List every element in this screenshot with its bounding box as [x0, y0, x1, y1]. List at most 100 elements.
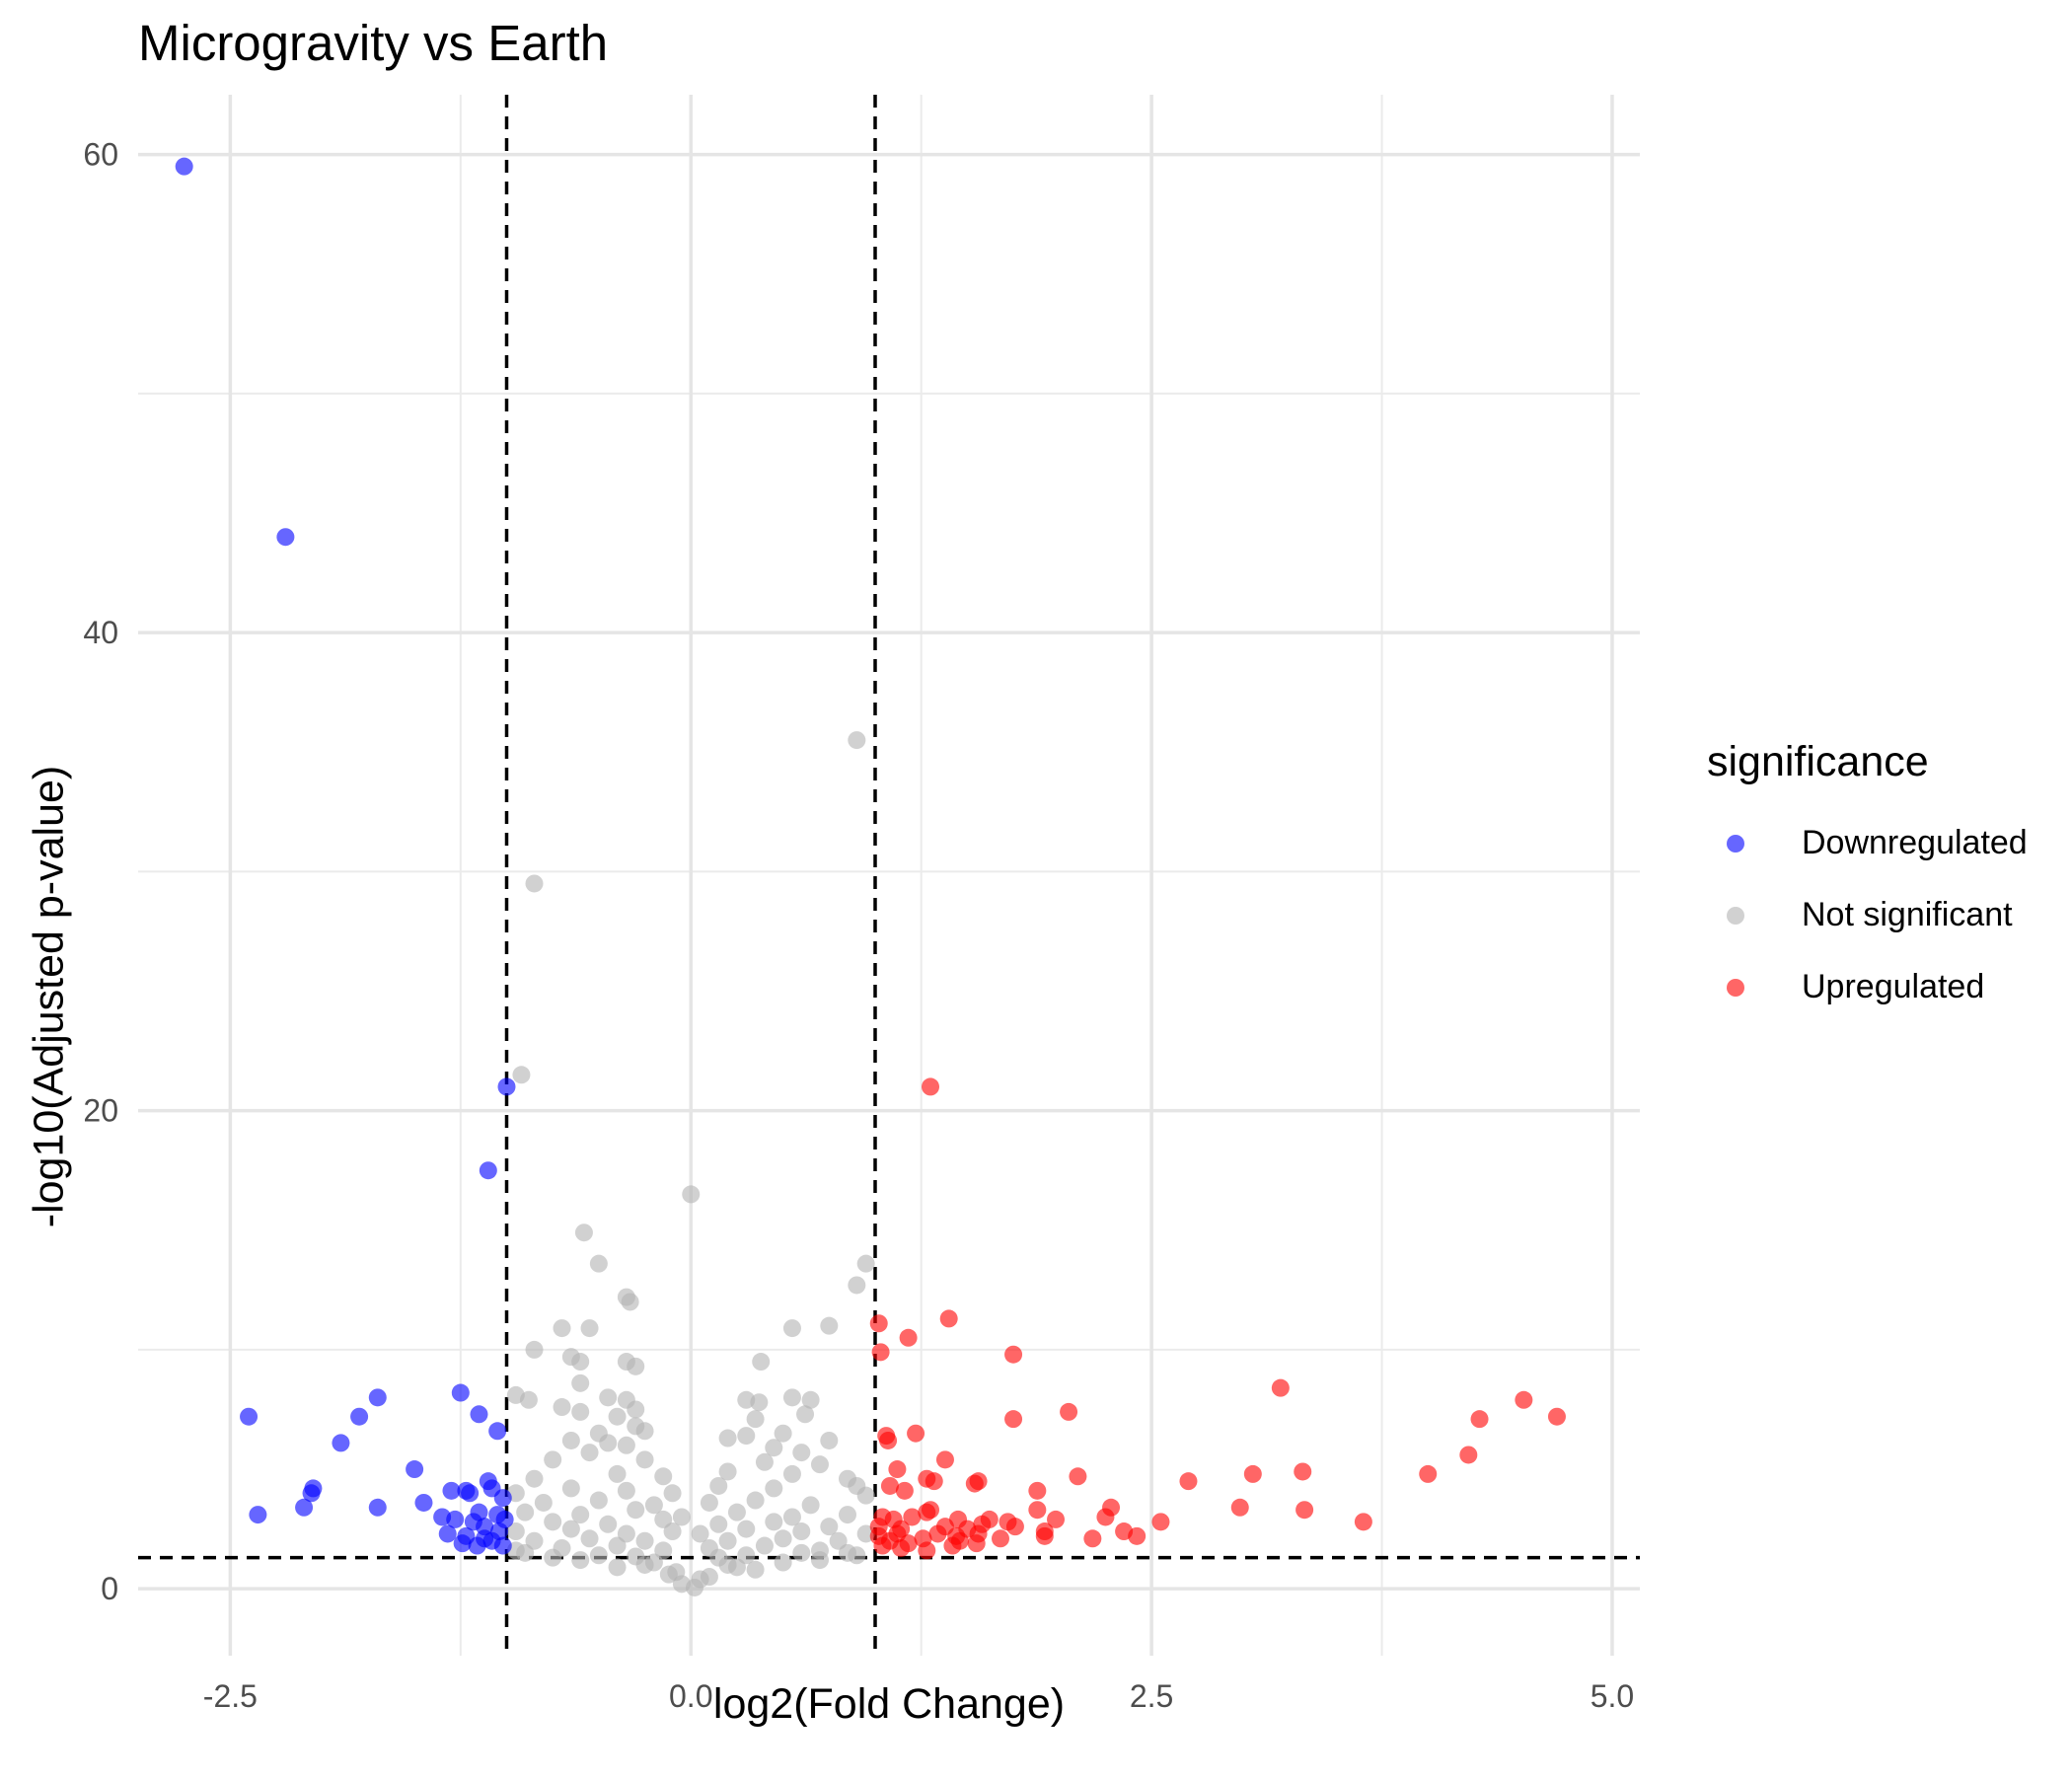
data-point — [663, 1522, 682, 1541]
data-point — [295, 1498, 314, 1517]
data-point — [1459, 1446, 1478, 1464]
data-point — [1004, 1345, 1023, 1364]
data-point — [368, 1388, 387, 1407]
data-point — [869, 1314, 888, 1333]
data-point — [175, 157, 193, 176]
data-point — [918, 1541, 936, 1560]
y-axis-label: -log10(Adjusted p-value) — [25, 765, 73, 1228]
data-point — [406, 1460, 424, 1479]
data-point — [1035, 1526, 1054, 1545]
data-point — [599, 1515, 618, 1533]
legend-marker-icon — [1727, 835, 1744, 853]
data-point — [553, 1398, 571, 1417]
data-point — [718, 1531, 737, 1550]
data-point — [571, 1506, 590, 1524]
data-point — [561, 1520, 580, 1538]
data-point — [1271, 1378, 1290, 1397]
data-point — [621, 1293, 639, 1311]
data-point — [967, 1534, 986, 1553]
data-point — [553, 1319, 571, 1338]
data-point — [276, 528, 295, 547]
data-point — [493, 1489, 512, 1508]
data-point — [737, 1427, 756, 1446]
data-point — [700, 1493, 718, 1512]
data-point — [627, 1417, 645, 1436]
data-point — [782, 1319, 801, 1338]
data-point — [752, 1353, 771, 1372]
data-point — [512, 1066, 531, 1084]
data-point — [718, 1462, 737, 1481]
data-point — [608, 1407, 627, 1426]
data-point — [755, 1452, 774, 1471]
data-point — [617, 1481, 635, 1500]
data-point — [1060, 1402, 1078, 1421]
data-point — [750, 1393, 769, 1412]
data-point — [871, 1343, 890, 1362]
data-point — [240, 1407, 259, 1426]
data-point — [879, 1431, 898, 1449]
data-point — [497, 1077, 516, 1096]
data-point — [1004, 1410, 1023, 1429]
data-point — [544, 1548, 562, 1567]
data-point — [1069, 1467, 1087, 1486]
data-point — [571, 1373, 590, 1392]
data-point — [580, 1319, 599, 1338]
data-point — [1083, 1529, 1102, 1548]
y-tick-label: 40 — [83, 615, 118, 650]
grid-lines — [138, 95, 1640, 1656]
data-point — [589, 1546, 608, 1565]
data-point — [451, 1383, 470, 1402]
data-point — [1295, 1501, 1314, 1520]
data-point — [608, 1536, 627, 1555]
x-tick-label: 0.0 — [669, 1678, 712, 1714]
data-point — [939, 1309, 958, 1328]
data-point — [453, 1534, 472, 1553]
data-point — [1096, 1508, 1115, 1526]
data-point — [782, 1508, 801, 1526]
data-point — [1470, 1410, 1489, 1429]
data-point — [580, 1444, 599, 1462]
data-point — [654, 1467, 673, 1486]
data-point — [442, 1481, 461, 1500]
data-point — [899, 1328, 918, 1347]
data-point — [838, 1543, 856, 1562]
data-point — [880, 1476, 899, 1495]
data-point — [892, 1538, 911, 1557]
data-point — [534, 1493, 553, 1512]
data-point — [1047, 1510, 1066, 1528]
data-point — [965, 1474, 984, 1493]
data-point — [302, 1484, 321, 1503]
data-point — [571, 1353, 590, 1372]
data-point — [488, 1422, 507, 1441]
data-point — [829, 1531, 848, 1550]
data-point — [1419, 1464, 1438, 1483]
data-point — [918, 1503, 936, 1521]
x-tick-label: -2.5 — [203, 1678, 258, 1714]
data-point — [848, 731, 866, 750]
data-point — [888, 1460, 907, 1479]
x-axis-label: log2(Fold Change) — [712, 1680, 1066, 1728]
data-point — [561, 1479, 580, 1498]
data-point — [544, 1450, 562, 1469]
data-point — [468, 1536, 486, 1555]
data-point — [608, 1464, 627, 1483]
data-point — [249, 1506, 267, 1524]
data-point — [848, 1276, 866, 1295]
data-point — [438, 1524, 457, 1543]
data-point — [368, 1498, 387, 1517]
data-point — [810, 1551, 829, 1570]
data-point — [1028, 1481, 1047, 1500]
data-point — [943, 1536, 962, 1555]
data-point — [792, 1444, 811, 1462]
data-point — [727, 1503, 746, 1521]
data-point — [635, 1531, 654, 1550]
tick-labels: -2.5 0.0 2.5 5.0 0 20 40 60 — [83, 137, 1634, 1714]
data-point — [907, 1424, 925, 1443]
data-point — [599, 1434, 618, 1452]
data-point — [1179, 1472, 1198, 1491]
data-point — [446, 1510, 465, 1528]
data-point — [1547, 1407, 1566, 1426]
data-point — [774, 1553, 792, 1572]
